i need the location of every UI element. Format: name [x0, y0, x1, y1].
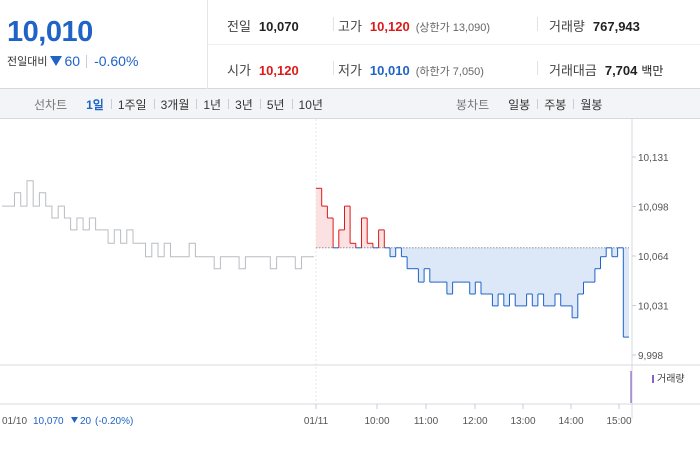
change-value: 60	[64, 53, 81, 69]
down-triangle-icon	[50, 56, 63, 66]
prev-day-price: 10,070	[33, 416, 64, 427]
stat-label: 전일	[227, 19, 251, 34]
stat-value: 10,120	[258, 63, 299, 78]
y-tick-label: 9,998	[638, 351, 663, 362]
tab-monthly[interactable]: 월봉	[573, 96, 609, 113]
y-tick-label: 10,031	[638, 302, 669, 313]
stat-value: 10,010	[369, 63, 410, 78]
x-tick-label: 14:00	[558, 416, 583, 427]
prev-day-change: 20	[80, 416, 92, 427]
tab-5y[interactable]: 5년	[259, 96, 292, 113]
tab-weekly[interactable]: 주봉	[537, 96, 573, 113]
divider	[333, 17, 334, 31]
quote-stats: 전일 10,070 고가 10,120 (상한가 13,090) 거래량 767…	[208, 0, 700, 89]
previous-day-line	[2, 180, 314, 270]
tab-1w[interactable]: 1주일	[110, 96, 154, 113]
divider	[537, 17, 538, 31]
stat-label: 시가	[227, 63, 251, 78]
current-price-box: 10,010 전일대비 60 -0.60%	[0, 0, 208, 89]
volume-legend-swatch	[652, 375, 654, 383]
series-previous-day	[2, 180, 314, 270]
tab-3y[interactable]: 3년	[228, 96, 260, 113]
price-chart-svg: 10,131 10,098 10,064 10,031 9,998 거래량 01/11 1…	[0, 119, 700, 427]
stat-trade-value: 거래대금 7,704 백만	[549, 60, 663, 79]
stat-volume: 거래량 767,943	[549, 16, 640, 35]
stat-label: 거래대금	[549, 63, 597, 78]
y-axis: 10,131 10,098 10,064 10,031 9,998	[632, 153, 669, 362]
stat-sub: (하한가 7,050)	[415, 66, 484, 78]
prev-day-date: 01/10	[2, 416, 27, 427]
line-chart-label: 선차트	[34, 97, 68, 112]
tab-10y[interactable]: 10년	[291, 96, 330, 113]
stat-value: 10,120	[369, 19, 410, 34]
volume-panel: 거래량	[630, 371, 685, 403]
stat-prev-close: 전일 10,070	[227, 16, 299, 35]
y-tick-label: 10,131	[638, 153, 669, 164]
candle-chart-tabs: 봉차트 일봉 주봉 월봉	[456, 89, 609, 119]
above-reference-area	[316, 188, 629, 248]
chart-tab-bar: 선차트 1일 1주일 3개월 1년 3년 5년 10년 봉차트 일봉 주봉 월봉	[0, 89, 700, 119]
down-triangle-icon	[71, 417, 78, 423]
x-tick-label: 12:00	[462, 416, 487, 427]
x-tick-label: 13:00	[510, 416, 535, 427]
grid	[0, 119, 700, 419]
y-tick-label: 10,064	[638, 252, 669, 263]
below-reference-area	[316, 247, 629, 338]
change-label: 전일대비	[7, 56, 48, 68]
volume-legend-label: 거래량	[657, 373, 685, 385]
divider	[208, 44, 700, 45]
stat-label: 고가	[338, 19, 362, 34]
stat-low: 저가 10,010 (하한가 7,050)	[338, 60, 484, 79]
stat-open: 시가 10,120	[227, 60, 299, 79]
divider	[537, 61, 538, 75]
x-tick-label: 01/11	[304, 416, 329, 427]
quote-header: 10,010 전일대비 60 -0.60% 전일 10,070 고가 10,12…	[0, 0, 700, 89]
tab-daily[interactable]: 일봉	[508, 97, 531, 112]
prev-day-percent: (-0.20%)	[95, 416, 133, 427]
below-reference-fill	[316, 188, 629, 338]
stat-high: 고가 10,120 (상한가 13,090)	[338, 16, 490, 35]
tab-1y[interactable]: 1년	[196, 96, 228, 113]
y-tick-label: 10,098	[638, 203, 669, 214]
stat-value: 767,943	[592, 19, 640, 34]
divider	[333, 61, 334, 75]
x-tick-label: 10:00	[364, 416, 389, 427]
tab-1d[interactable]: 1일	[86, 97, 104, 112]
stat-sub: (상한가 13,090)	[415, 22, 491, 34]
x-tick-label: 11:00	[414, 416, 439, 427]
stat-label: 저가	[338, 63, 362, 78]
candle-chart-label: 봉차트	[456, 97, 490, 112]
divider	[86, 54, 88, 68]
stat-label: 거래량	[549, 19, 585, 34]
stat-unit: 백만	[641, 64, 664, 78]
series-today	[316, 187, 629, 338]
change-percent: -0.60%	[94, 53, 139, 69]
price-change: 전일대비 60 -0.60%	[7, 53, 138, 69]
current-price: 10,010	[7, 16, 93, 48]
price-chart: 10,131 10,098 10,064 10,031 9,998 거래량 01/11 1…	[0, 119, 700, 450]
line-chart-tabs: 선차트 1일 1주일 3개월 1년 3년 5년 10년	[34, 89, 330, 119]
x-axis: 01/11 10:00 11:00 12:00 13:00 14:00 15:00 01/10…	[2, 404, 632, 427]
x-tick-label: 15:00	[606, 416, 631, 427]
tab-3m[interactable]: 3개월	[153, 96, 197, 113]
stat-value: 10,070	[258, 19, 299, 34]
stat-value: 7,704	[604, 63, 638, 78]
